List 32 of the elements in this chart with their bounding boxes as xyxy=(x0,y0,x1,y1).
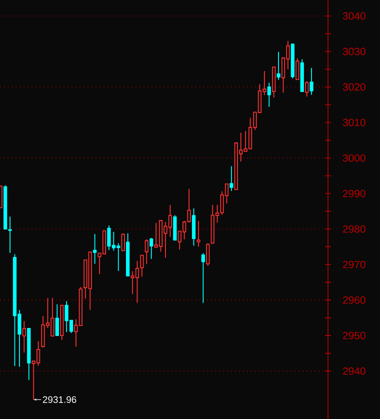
candlestick xyxy=(296,58,300,80)
y-tick-label: 3020 xyxy=(342,83,366,91)
candlestick xyxy=(206,242,210,266)
candlestick xyxy=(310,67,314,96)
y-tick-label: 3040 xyxy=(342,12,366,20)
annotation: 2931.96 xyxy=(42,396,76,403)
candlestick xyxy=(93,234,97,264)
candlestick xyxy=(144,238,148,265)
candlestick xyxy=(230,166,234,192)
y-tick-label: 2970 xyxy=(343,260,366,268)
candlestick xyxy=(8,216,12,254)
candlestick xyxy=(22,320,26,354)
candlestick xyxy=(140,254,144,278)
candlestick xyxy=(55,304,59,336)
candlestick xyxy=(201,252,205,304)
candlestick xyxy=(304,80,309,98)
candlestick xyxy=(173,214,177,240)
candlestick xyxy=(196,220,200,248)
candlestick xyxy=(150,237,154,260)
candlestick xyxy=(267,82,271,108)
candlestick xyxy=(121,232,125,252)
y-tick-label: 3010 xyxy=(342,118,366,126)
candlestick xyxy=(36,340,40,366)
y-tick-label: 2950 xyxy=(343,332,366,340)
y-tick-label: 2990 xyxy=(343,190,366,198)
y-tick-label: 2940 xyxy=(343,367,366,375)
y-tick-label: 3030 xyxy=(342,48,366,56)
candlestick xyxy=(276,51,280,80)
y-tick-label: 3000 xyxy=(342,154,366,162)
y-tick-label: 2980 xyxy=(343,225,366,233)
y-tick-label: 2960 xyxy=(343,296,366,304)
candlestick xyxy=(192,208,196,246)
